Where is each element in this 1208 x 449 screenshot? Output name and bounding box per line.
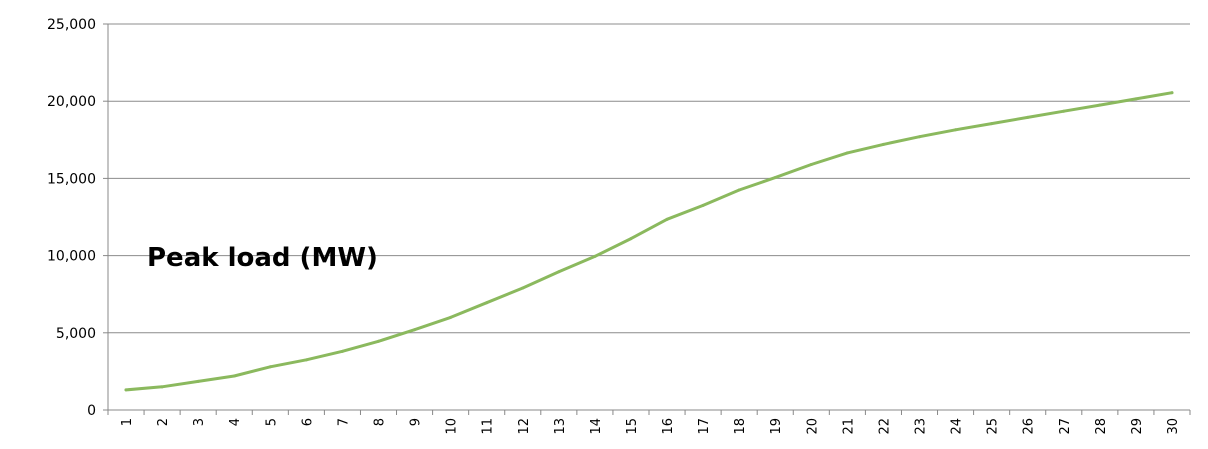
data-point xyxy=(377,339,380,343)
data-point xyxy=(954,128,958,132)
x-tick-label: 27 xyxy=(1058,418,1073,435)
x-tick-label: 6 xyxy=(300,418,315,426)
data-point xyxy=(124,388,128,392)
data-point xyxy=(413,328,417,332)
x-tick-label: 5 xyxy=(264,418,279,426)
data-point xyxy=(449,315,453,319)
data-point xyxy=(1134,97,1138,101)
x-tick-label: 1 xyxy=(120,418,135,426)
x-tick-label: 17 xyxy=(697,418,712,435)
x-tick-label: 29 xyxy=(1130,418,1145,435)
data-point xyxy=(1026,115,1030,119)
data-point xyxy=(485,301,489,305)
data-point xyxy=(232,374,236,378)
x-tick-label: 10 xyxy=(445,418,460,435)
y-tick-label: 15,000 xyxy=(47,171,96,187)
data-point xyxy=(593,254,597,258)
y-tick-label: 0 xyxy=(87,403,96,419)
data-point xyxy=(918,135,921,139)
x-tick-label: 19 xyxy=(769,418,784,435)
data-point xyxy=(521,286,525,290)
data-point xyxy=(990,122,994,126)
data-point xyxy=(665,217,669,221)
x-tick-label: 8 xyxy=(373,418,388,426)
data-point xyxy=(737,188,741,192)
x-tick-label: 30 xyxy=(1166,418,1181,435)
data-point xyxy=(268,365,272,369)
x-tick-label: 13 xyxy=(553,418,568,435)
data-point xyxy=(196,379,200,383)
x-tick-label: 7 xyxy=(336,418,351,426)
x-tick-label: 4 xyxy=(228,418,243,426)
data-point xyxy=(701,203,705,207)
x-tick-label: 20 xyxy=(805,418,820,435)
x-tick-label: 26 xyxy=(1022,418,1037,435)
data-point xyxy=(1062,109,1066,113)
data-point xyxy=(304,358,308,362)
x-tick-label: 22 xyxy=(877,418,892,435)
x-tick-label: 25 xyxy=(986,418,1001,435)
chart-annotation: Peak load (MW) xyxy=(147,243,378,273)
y-tick-label: 20,000 xyxy=(47,94,96,110)
y-axis-ticks: 0 5,000 10,000 15,000 20,000 25,000 xyxy=(47,17,108,419)
y-tick-label: 5,000 xyxy=(56,326,96,342)
x-tick-label: 11 xyxy=(481,418,496,435)
x-axis-ticks: 1 2 3 4 5 6 7 8 9 10 11 12 13 14 15 16 17 18 19 20 21 22 23 24 2… xyxy=(107,410,1191,435)
y-tick-label: 25,000 xyxy=(47,17,96,33)
x-tick-label: 16 xyxy=(661,418,676,435)
x-tick-label: 9 xyxy=(409,418,424,426)
y-tick-label: 10,000 xyxy=(47,249,96,265)
x-tick-label: 23 xyxy=(914,418,929,435)
gridlines xyxy=(108,23,1190,334)
data-point xyxy=(1170,91,1174,95)
data-point xyxy=(557,270,561,274)
x-tick-label: 28 xyxy=(1094,418,1109,435)
x-tick-label: 12 xyxy=(517,418,532,435)
data-point xyxy=(629,237,633,241)
data-point xyxy=(160,385,164,389)
x-tick-label: 24 xyxy=(950,418,965,435)
x-tick-label: 18 xyxy=(733,418,748,435)
x-tick-label: 21 xyxy=(841,418,856,435)
data-point xyxy=(809,163,813,167)
data-point xyxy=(773,176,777,180)
x-tick-label: 2 xyxy=(156,418,171,426)
data-point xyxy=(845,151,849,155)
data-point xyxy=(1098,103,1102,107)
series-group xyxy=(124,91,1174,392)
x-tick-label: 14 xyxy=(589,418,604,435)
plot-area xyxy=(108,24,1190,410)
data-point xyxy=(340,349,344,353)
data-point xyxy=(881,142,885,146)
x-tick-label: 15 xyxy=(625,418,640,435)
series-line xyxy=(124,91,1174,392)
x-tick-label: 3 xyxy=(192,418,207,426)
